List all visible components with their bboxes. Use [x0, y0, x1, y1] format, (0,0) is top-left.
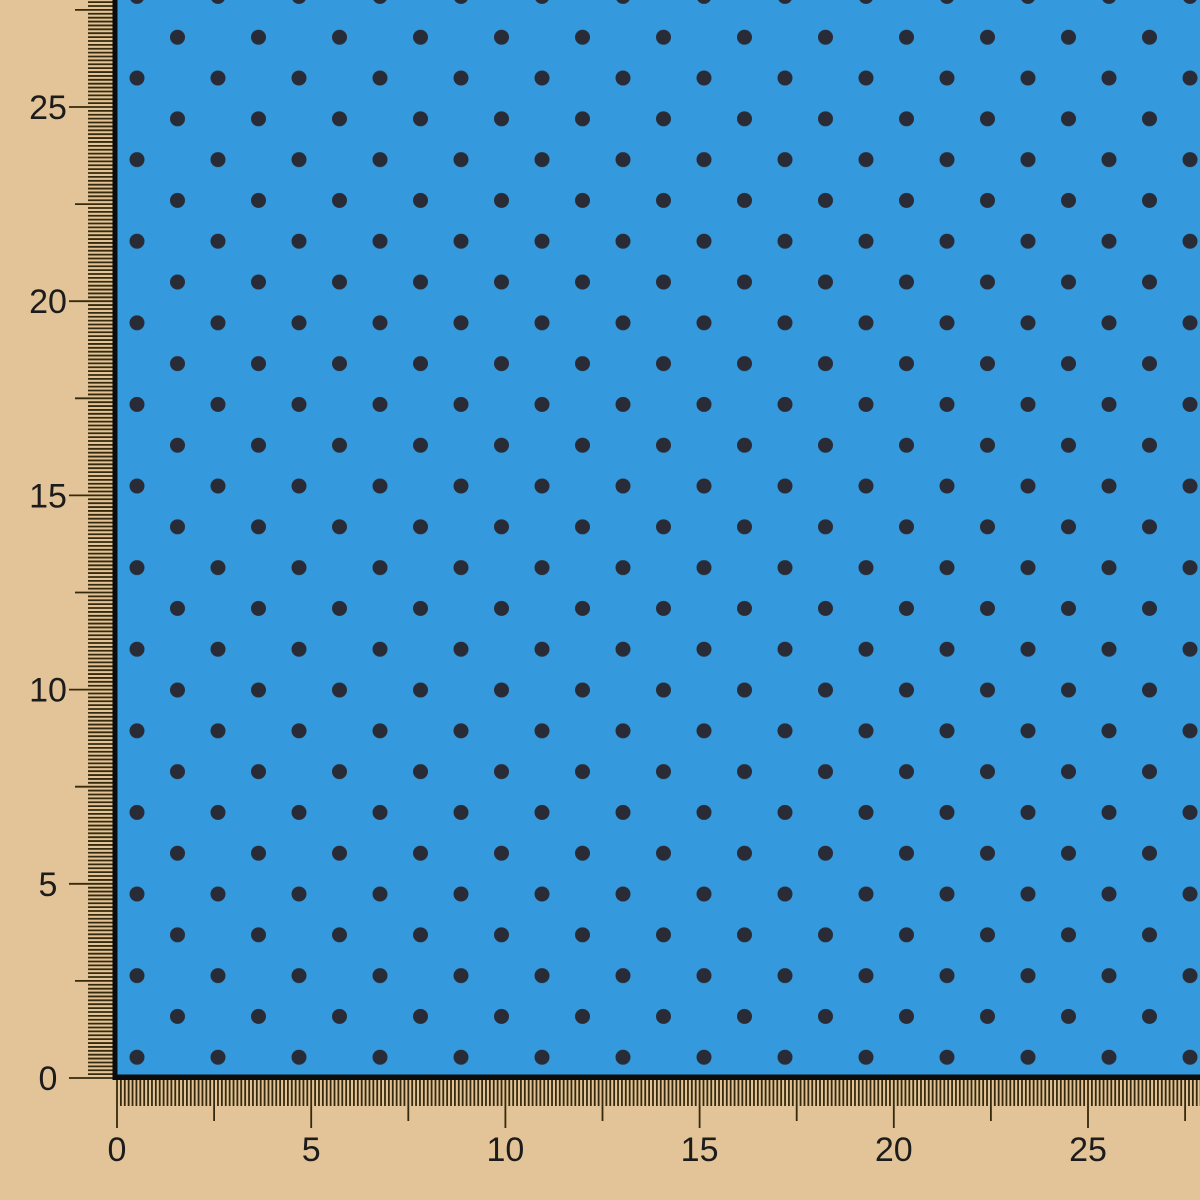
h-ruler-label-5: 5 — [302, 1131, 321, 1169]
v-ruler-label-0: 0 — [39, 1060, 58, 1098]
h-ruler-label-0: 0 — [108, 1131, 127, 1169]
horizontal-ruler — [116, 1076, 1200, 1128]
h-ruler-label-10: 10 — [486, 1131, 524, 1169]
fabric-swatch — [112, 0, 1200, 1080]
v-ruler-label-5: 5 — [39, 866, 58, 904]
horizontal-ruler-labels: 0 5 10 15 20 25 — [108, 1131, 1107, 1169]
fabric-left-edge — [112, 0, 118, 1080]
v-ruler-label-10: 10 — [29, 672, 67, 710]
h-ruler-label-25: 25 — [1069, 1131, 1107, 1169]
fabric-bottom-edge — [112, 1074, 1200, 1080]
v-ruler-label-15: 15 — [29, 477, 67, 515]
h-ruler-label-15: 15 — [681, 1131, 719, 1169]
v-ruler-label-25: 25 — [29, 89, 67, 127]
vertical-ruler-labels: 25 20 15 10 5 0 — [29, 89, 67, 1098]
v-ruler-label-20: 20 — [29, 283, 67, 321]
h-ruler-label-20: 20 — [875, 1131, 913, 1169]
fabric-texture — [116, 0, 1200, 1078]
